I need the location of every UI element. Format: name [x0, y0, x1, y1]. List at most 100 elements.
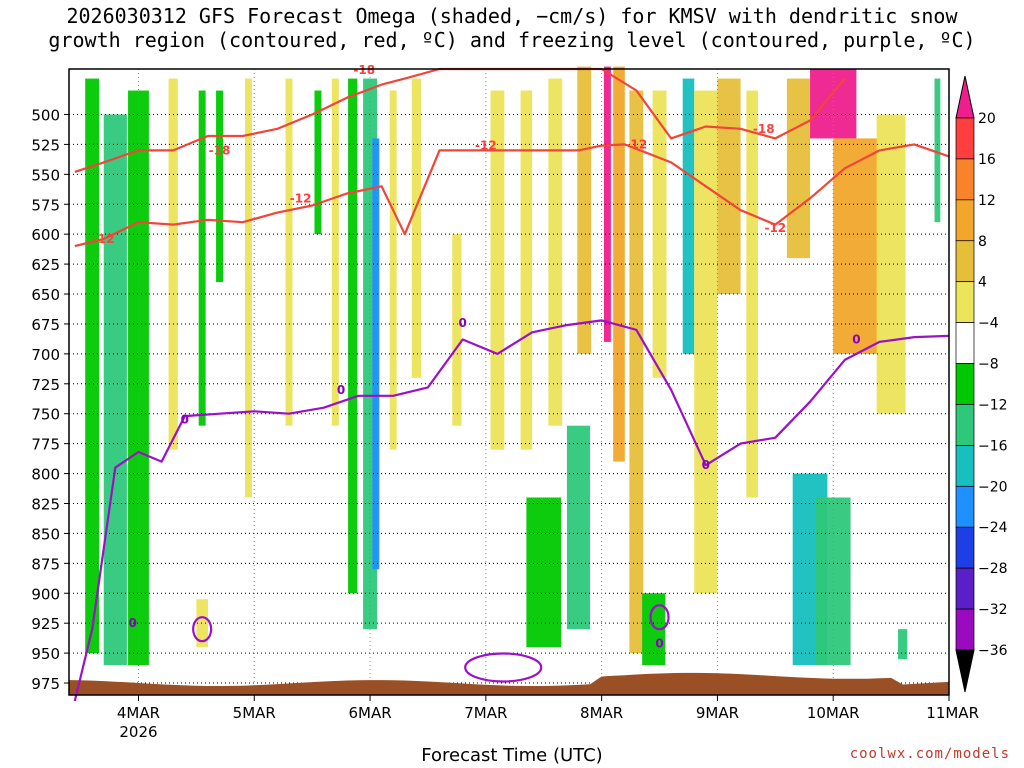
y-tick-label: 850: [31, 525, 60, 543]
omega-cell: [331, 78, 339, 426]
omega-cell: [833, 138, 880, 354]
y-tick-label: 825: [31, 495, 60, 513]
plot-border: [68, 68, 950, 696]
colorbar-label: −24: [978, 520, 1008, 536]
colorbar-label: −8: [978, 357, 999, 373]
omega-cell: [452, 234, 462, 426]
y-tick-label: 625: [31, 256, 60, 274]
contour-label: -12: [93, 232, 115, 246]
colorbar-label: −12: [978, 397, 1008, 413]
freezing-loop: [464, 652, 543, 683]
contour-label: 0: [181, 413, 189, 427]
y-tick-label: 550: [31, 166, 60, 184]
omega-cell: [216, 90, 223, 283]
contour-label: 0: [852, 333, 860, 347]
omega-cell: [548, 78, 563, 426]
colorbar-segment: [955, 608, 975, 651]
y-tick-label: 725: [31, 376, 60, 394]
y-tick-label: 500: [31, 106, 60, 124]
contour-labels: -12 -18 -12 -18 -12 -12 -18 -12 0 0 0 0 0 0 0: [93, 63, 861, 650]
contour-label: 0: [655, 637, 663, 651]
terrain-fill: [69, 672, 949, 695]
freezing-loop: [649, 604, 670, 631]
omega-cell: [629, 90, 644, 654]
colorbar-segment: [955, 485, 975, 528]
omega-cell: [652, 90, 667, 378]
colorbar-segment: [955, 158, 975, 201]
colorbar-top-triangle: [955, 75, 975, 119]
omega-cell: [520, 90, 533, 450]
x-tick-label: 4MAR: [117, 704, 160, 722]
x-axis: 4MAR 5MAR 6MAR 7MAR 8MAR 9MAR 10MAR 11MAR 2026: [117, 695, 979, 741]
omega-cell: [103, 114, 127, 666]
contour-label: 0: [337, 383, 345, 397]
contour-label: -18: [353, 63, 375, 77]
freezing-level-contour: [73, 319, 950, 702]
terrain: [69, 672, 949, 695]
contour-label: -12: [626, 137, 648, 151]
credit-text: coolwx.com/models: [849, 746, 1010, 762]
omega-cell: [196, 599, 208, 648]
x-tick-label: 7MAR: [464, 704, 507, 722]
y-tick-label: 875: [31, 555, 60, 573]
colorbar-label: 16: [978, 152, 996, 168]
y-tick-label: 525: [31, 136, 60, 154]
x-tick-label: 8MAR: [580, 704, 623, 722]
x-tick-label: 9MAR: [696, 704, 739, 722]
x-tick-label: 10MAR: [807, 704, 860, 722]
omega-cell: [566, 425, 591, 630]
colorbar-segment: [955, 199, 975, 242]
x-tick-label: 5MAR: [233, 704, 276, 722]
omega-cell: [717, 78, 741, 295]
colorbar-label: −16: [978, 438, 1008, 454]
colorbar-segment: [955, 117, 975, 160]
omega-cell: [411, 78, 421, 378]
contour-label: 0: [129, 616, 137, 630]
omega-cell: [613, 66, 625, 462]
omega-cell: [786, 78, 811, 259]
colorbar-label: 12: [978, 193, 996, 209]
omega-cell: [746, 90, 758, 498]
colorbar-label: −28: [978, 561, 1008, 577]
omega-cell: [198, 90, 206, 426]
colorbar-label: −4: [978, 316, 999, 332]
plot-frame: [68, 68, 950, 696]
omega-cell: [372, 138, 380, 570]
x-tick-label: 11MAR: [926, 704, 979, 722]
contour-label: -12: [290, 191, 312, 205]
colorbar-segment: [955, 445, 975, 487]
omega-cell: [348, 78, 358, 594]
colorbar-segment: [955, 281, 975, 323]
colorbar-label: −20: [978, 479, 1008, 495]
x-axis-label: Forecast Time (UTC): [421, 745, 603, 766]
colorbar-segment: [955, 526, 975, 569]
omega-cell: [577, 66, 592, 354]
omega-cell: [810, 69, 857, 139]
colorbar: 20 16 12 8 4 −4 −8 −12 −16 −20 −24 −28 −32 −36: [955, 75, 1008, 693]
colorbar-segment: [955, 567, 975, 610]
colorbar-bottom-triangle: [955, 649, 975, 693]
y-tick-label: 900: [31, 585, 60, 603]
y-tick-label: 925: [31, 615, 60, 633]
y-tick-label: 650: [31, 286, 60, 304]
contour-label: 0: [702, 458, 710, 472]
y-tick-label: 950: [31, 645, 60, 663]
omega-cell: [603, 66, 611, 342]
omega-cell: [642, 593, 666, 666]
y-tick-label: 575: [31, 196, 60, 214]
omega-cell: [85, 78, 100, 654]
omega-cell: [245, 78, 252, 498]
y-tick-label: 975: [31, 675, 60, 693]
omega-cell: [314, 90, 322, 235]
contour-label: -12: [475, 139, 497, 153]
omega-cell: [694, 90, 718, 594]
omega-cell: [526, 497, 562, 648]
colorbar-segment: [955, 322, 975, 364]
omega-cell: [682, 78, 695, 354]
freezing-loop: [192, 616, 213, 643]
y-tick-label: 600: [31, 226, 60, 244]
y-tick-label: 750: [31, 406, 60, 424]
dgz-minus12-contour: [74, 143, 950, 248]
colorbar-label: −36: [978, 643, 1008, 659]
